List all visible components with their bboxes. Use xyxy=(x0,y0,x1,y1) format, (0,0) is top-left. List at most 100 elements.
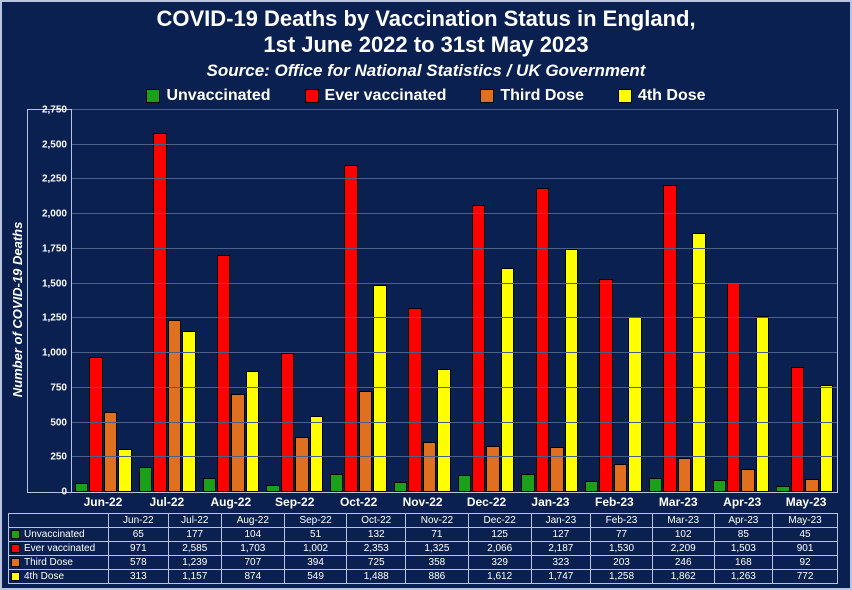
table-col-header: Oct-22 xyxy=(347,514,406,528)
bar xyxy=(373,285,386,492)
bar xyxy=(408,308,421,492)
chart-area: Number of COVID-19 Deaths 02505007501,00… xyxy=(8,109,844,509)
table-cell: 323 xyxy=(531,556,591,570)
bar xyxy=(266,485,279,492)
bar-group xyxy=(263,110,327,492)
bar xyxy=(231,394,244,492)
table-cell: 1,157 xyxy=(168,570,221,584)
x-tick-label: Oct-22 xyxy=(327,493,391,509)
y-tick: 250 xyxy=(50,452,67,463)
y-tick: 2,000 xyxy=(42,209,67,220)
x-tick-label: Mar-23 xyxy=(646,493,710,509)
y-axis: 02505007501,0001,2501,5001,7502,0002,250… xyxy=(28,110,72,492)
table-cell: 874 xyxy=(221,570,284,584)
table-cell: 1,258 xyxy=(591,570,653,584)
x-tick-label: Jan-23 xyxy=(518,493,582,509)
table-row-header: Unvaccinated xyxy=(9,528,109,542)
bar xyxy=(359,391,372,492)
bar xyxy=(394,482,407,492)
table-cell: 578 xyxy=(109,556,169,570)
table-cell: 45 xyxy=(773,528,838,542)
table-cell: 77 xyxy=(591,528,653,542)
gridline xyxy=(72,144,837,145)
bar-group xyxy=(200,110,264,492)
table-cell: 71 xyxy=(406,528,469,542)
legend-item: Unvaccinated xyxy=(146,87,270,105)
table-cell: 65 xyxy=(109,528,169,542)
legend: Unvaccinated Ever vaccinated Third Dose 4th… xyxy=(8,87,844,105)
bar xyxy=(614,464,627,492)
bar xyxy=(423,442,436,492)
bar xyxy=(741,469,754,492)
gridline xyxy=(72,352,837,353)
table-col-header: Apr-23 xyxy=(714,514,773,528)
table-col-header: Aug-22 xyxy=(221,514,284,528)
bar xyxy=(139,467,152,492)
legend-swatch xyxy=(146,89,160,103)
table-cell: 394 xyxy=(284,556,347,570)
y-tick: 2,500 xyxy=(42,139,67,150)
bar xyxy=(521,474,534,492)
plot: 02505007501,0001,2501,5001,7502,0002,250… xyxy=(27,109,838,493)
bar-group xyxy=(136,110,200,492)
legend-item: Ever vaccinated xyxy=(305,87,447,105)
table-cell: 127 xyxy=(531,528,591,542)
bar xyxy=(678,458,691,492)
legend-swatch xyxy=(11,572,20,581)
table-row-header: Third Dose xyxy=(9,556,109,570)
table-cell: 1,002 xyxy=(284,542,347,556)
chart-container: COVID-19 Deaths by Vaccination Status in… xyxy=(2,2,850,588)
bar xyxy=(713,480,726,492)
x-tick-label: Jun-22 xyxy=(71,493,135,509)
legend-swatch xyxy=(11,558,20,567)
series-name: 4th Dose xyxy=(24,571,64,582)
x-tick-label: Nov-22 xyxy=(391,493,455,509)
legend-swatch xyxy=(11,530,20,539)
bar xyxy=(756,316,769,492)
y-axis-label: Number of COVID-19 Deaths xyxy=(8,109,27,509)
gridline xyxy=(72,178,837,179)
legend-label: 4th Dose xyxy=(638,87,706,105)
bar-group xyxy=(646,110,710,492)
bar xyxy=(203,478,216,492)
bar xyxy=(599,279,612,492)
bar xyxy=(89,357,102,492)
bar xyxy=(628,317,641,492)
table-cell: 549 xyxy=(284,570,347,584)
table-cell: 177 xyxy=(168,528,221,542)
bar xyxy=(458,475,471,492)
table-cell: 2,187 xyxy=(531,542,591,556)
bar-group xyxy=(391,110,455,492)
table-row-header: 4th Dose xyxy=(9,570,109,584)
table-cell: 92 xyxy=(773,556,838,570)
table-corner xyxy=(9,514,109,528)
bar xyxy=(585,481,598,492)
legend-label: Unvaccinated xyxy=(166,87,270,105)
bar xyxy=(153,133,166,492)
table-cell: 901 xyxy=(773,542,838,556)
table-col-header: Mar-23 xyxy=(652,514,714,528)
data-table: Jun-22Jul-22Aug-22Sep-22Oct-22Nov-22Dec-… xyxy=(8,513,838,584)
bar xyxy=(692,233,705,492)
table-cell: 971 xyxy=(109,542,169,556)
legend-label: Third Dose xyxy=(500,87,584,105)
table-cell: 358 xyxy=(406,556,469,570)
table-cell: 1,325 xyxy=(406,542,469,556)
gridline xyxy=(72,422,837,423)
table-cell: 329 xyxy=(468,556,531,570)
bar xyxy=(182,331,195,492)
table-cell: 886 xyxy=(406,570,469,584)
x-tick-label: Sep-22 xyxy=(263,493,327,509)
series-name: Unvaccinated xyxy=(24,529,85,540)
bar xyxy=(246,371,259,492)
table-col-header: Jul-22 xyxy=(168,514,221,528)
series-name: Ever vaccinated xyxy=(24,543,95,554)
gridline xyxy=(72,283,837,284)
table-cell: 125 xyxy=(468,528,531,542)
x-tick-label: Aug-22 xyxy=(199,493,263,509)
table-col-header: Dec-22 xyxy=(468,514,531,528)
x-tick-label: Dec-22 xyxy=(455,493,519,509)
table-cell: 1,703 xyxy=(221,542,284,556)
legend-swatch xyxy=(305,89,319,103)
table-cell: 1,239 xyxy=(168,556,221,570)
